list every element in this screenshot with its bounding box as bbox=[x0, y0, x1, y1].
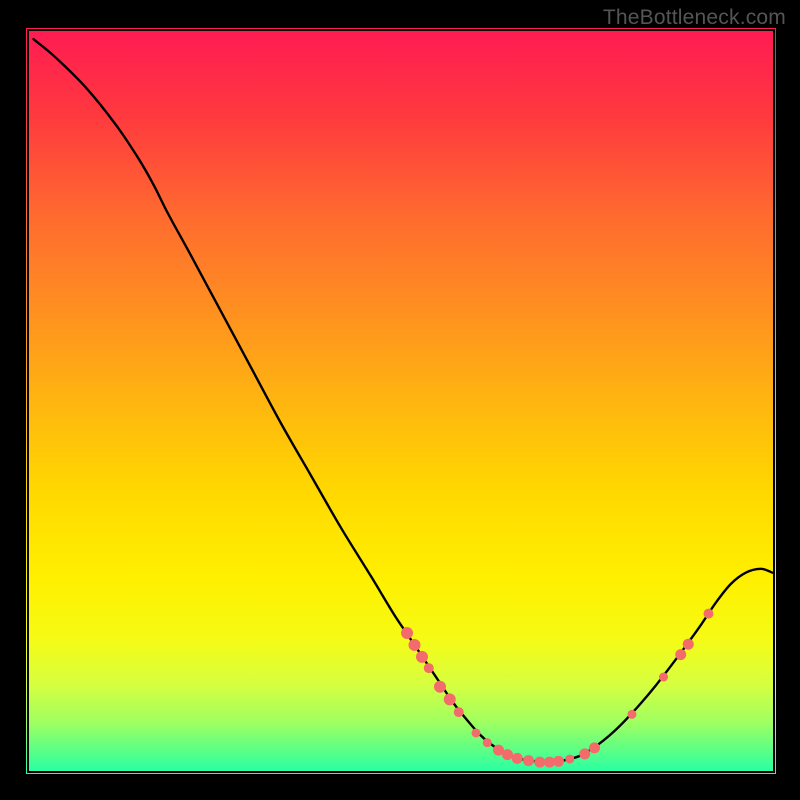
marker-point bbox=[454, 707, 464, 717]
marker-point bbox=[628, 710, 637, 719]
marker-point bbox=[472, 728, 481, 737]
marker-point bbox=[502, 749, 513, 760]
marker-point bbox=[589, 742, 600, 753]
marker-point bbox=[534, 757, 545, 768]
marker-point bbox=[409, 639, 421, 651]
marker-point bbox=[565, 755, 574, 764]
marker-point bbox=[434, 681, 446, 693]
marker-point bbox=[659, 673, 668, 682]
marker-point bbox=[416, 651, 428, 663]
marker-point bbox=[401, 627, 413, 639]
marker-point bbox=[444, 693, 456, 705]
marker-point bbox=[683, 639, 694, 650]
chart-container: TheBottleneck.com bbox=[0, 0, 800, 800]
gradient-background bbox=[26, 28, 776, 774]
marker-point bbox=[553, 756, 564, 767]
marker-point bbox=[523, 755, 534, 766]
watermark-label: TheBottleneck.com bbox=[603, 6, 786, 30]
plot-area bbox=[26, 28, 776, 774]
marker-point bbox=[424, 663, 434, 673]
marker-point bbox=[512, 753, 523, 764]
plot-svg bbox=[26, 28, 776, 774]
marker-point bbox=[704, 609, 714, 619]
marker-point bbox=[483, 738, 492, 747]
marker-point bbox=[675, 649, 686, 660]
marker-point bbox=[579, 748, 590, 759]
